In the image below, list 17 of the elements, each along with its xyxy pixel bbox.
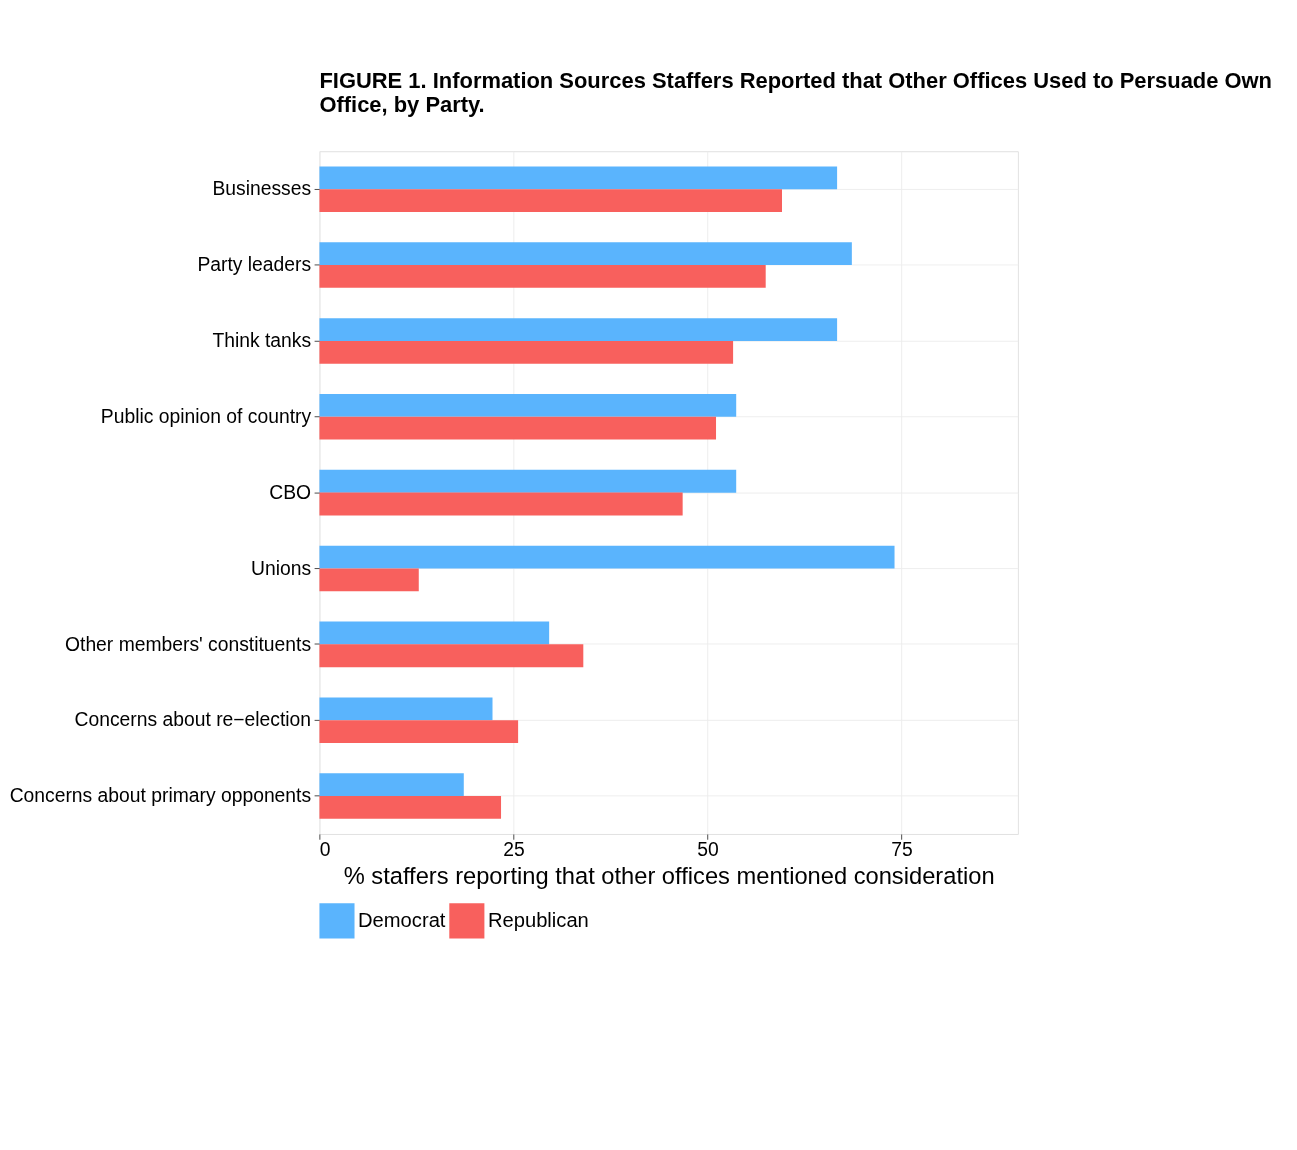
y-tick-label: Unions — [251, 557, 312, 579]
y-tick-label: Other members' constituents — [65, 633, 312, 655]
x-tick-label: 50 — [697, 839, 719, 861]
y-tick-label: CBO — [269, 481, 312, 503]
y-tick-label: Party leaders — [197, 254, 312, 276]
legend-label: Republican — [487, 909, 589, 932]
x-tick-label: 75 — [891, 839, 913, 861]
legend-label: Democrat — [358, 909, 446, 932]
y-tick-label: Concerns about re−election — [74, 709, 312, 731]
y-tick-label: Concerns about primary opponents — [9, 785, 312, 807]
y-tick-label: Businesses — [212, 178, 312, 200]
y-tick-label: Public opinion of country — [100, 405, 312, 427]
x-axis-title: % staffers reporting that other offices mentioned consideration — [343, 862, 995, 889]
chart-title: FIGURE 1. Information Sources Staffers Reported that Other Offices Used to Persuade Own Office, by Party. — [319, 68, 1272, 117]
y-tick-label: Think tanks — [212, 330, 312, 352]
x-tick-label: 0 — [319, 839, 331, 861]
x-tick-label: 25 — [503, 839, 525, 861]
